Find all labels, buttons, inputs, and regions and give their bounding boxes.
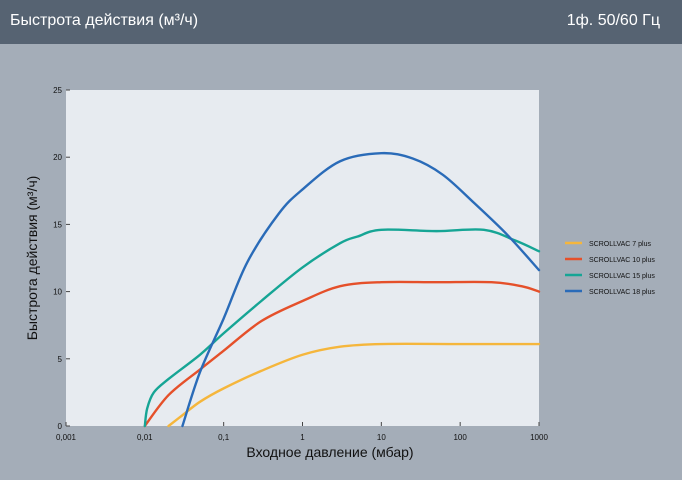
legend-label-scrollvac-15-plus: SCROLLVAC 15 plus	[589, 273, 655, 280]
x-axis-label: Входное давление (мбар)	[246, 444, 413, 460]
chart-header: Быстрота действия (м³/ч) 1ф. 50/60 Гц	[0, 0, 682, 44]
y-tick-label: 0	[58, 422, 63, 431]
x-tick-label: 1000	[530, 433, 548, 442]
power-supply-note: 1ф. 50/60 Гц	[566, 12, 660, 29]
series-lines	[143, 151, 541, 428]
plot-background	[66, 90, 539, 426]
series-line-scrollvac-7-plus	[167, 342, 541, 428]
y-axis-ticks: 0 5 10 15 20 25	[53, 86, 70, 431]
x-tick-label: 0,01	[137, 433, 153, 442]
x-tick-label: 1	[300, 433, 305, 442]
legend-label-scrollvac-18-plus: SCROLLVAC 18 plus	[589, 289, 655, 296]
y-tick-label: 25	[53, 86, 62, 95]
chart-area: 0,001 0,01 0,1 1 10 100 1000 0 5 10 15 20 25 SCROLL…	[0, 44, 682, 475]
series-line-scrollvac-15-plus	[143, 228, 541, 428]
y-tick-label: 10	[53, 288, 62, 297]
legend-label-scrollvac-10-plus: SCROLLVAC 10 plus	[589, 257, 655, 264]
series-line-scrollvac-18-plus	[181, 151, 541, 428]
series-line-scrollvac-10-plus	[143, 280, 541, 428]
x-tick-label: 0,1	[218, 433, 230, 442]
x-tick-label: 10	[377, 433, 386, 442]
x-tick-label: 100	[453, 433, 467, 442]
x-axis-ticks: 0,001 0,01 0,1 1 10 100 1000	[56, 422, 548, 442]
y-tick-label: 20	[53, 153, 62, 162]
x-tick-label: 0,001	[56, 433, 77, 442]
pumping-speed-chart: 0,001 0,01 0,1 1 10 100 1000 0 5 10 15 20 25 SCROLL…	[24, 86, 655, 460]
legend-label-scrollvac-7-plus: SCROLLVAC 7 plus	[589, 241, 651, 248]
chart-title: Быстрота действия (м³/ч)	[10, 12, 199, 29]
y-tick-label: 5	[58, 355, 63, 364]
y-tick-label: 15	[53, 220, 62, 229]
y-axis-label: Быстрота действия (м³/ч)	[24, 176, 40, 341]
legend: SCROLLVAC 7 plus SCROLLVAC 10 plus SCROLLV…	[565, 241, 655, 296]
